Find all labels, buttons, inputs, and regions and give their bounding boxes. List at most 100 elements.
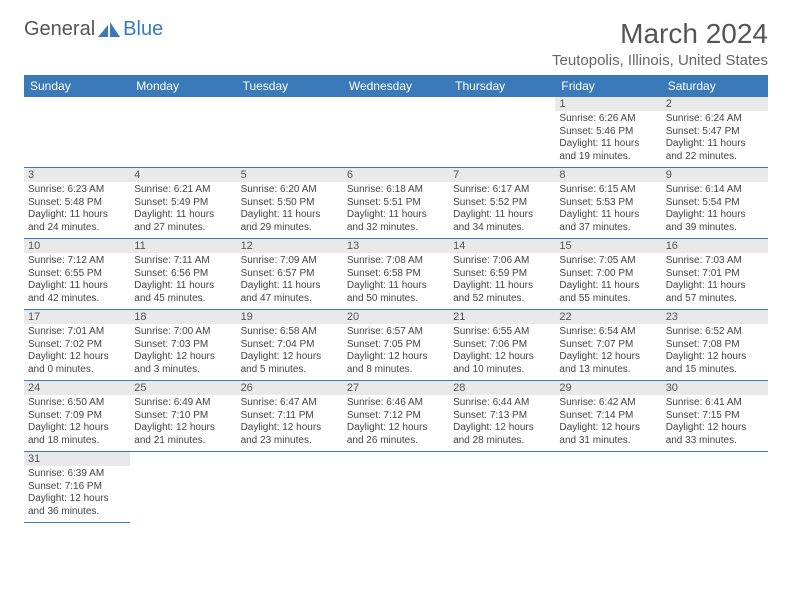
day-number: 27 bbox=[343, 381, 449, 395]
day-sunrise: Sunrise: 6:42 AM bbox=[559, 397, 657, 410]
day-body: Sunrise: 6:23 AMSunset: 5:48 PMDaylight:… bbox=[24, 182, 130, 238]
day-daylight: Daylight: 12 hours and 5 minutes. bbox=[241, 351, 339, 376]
calendar-cell: 14Sunrise: 7:06 AMSunset: 6:59 PMDayligh… bbox=[449, 239, 555, 310]
day-sunset: Sunset: 7:05 PM bbox=[347, 339, 445, 352]
calendar-cell: 17Sunrise: 7:01 AMSunset: 7:02 PMDayligh… bbox=[24, 310, 130, 381]
day-daylight: Daylight: 11 hours and 47 minutes. bbox=[241, 280, 339, 305]
day-sunset: Sunset: 7:06 PM bbox=[453, 339, 551, 352]
calendar-cell: 21Sunrise: 6:55 AMSunset: 7:06 PMDayligh… bbox=[449, 310, 555, 381]
day-daylight: Daylight: 11 hours and 34 minutes. bbox=[453, 209, 551, 234]
day-body: Sunrise: 6:24 AMSunset: 5:47 PMDaylight:… bbox=[662, 111, 768, 167]
day-number: 16 bbox=[662, 239, 768, 253]
day-sunrise: Sunrise: 7:01 AM bbox=[28, 326, 126, 339]
weekday-header: Wednesday bbox=[343, 75, 449, 97]
day-body: Sunrise: 6:20 AMSunset: 5:50 PMDaylight:… bbox=[237, 182, 343, 238]
day-sunset: Sunset: 5:52 PM bbox=[453, 197, 551, 210]
weekday-header: Thursday bbox=[449, 75, 555, 97]
day-number: 30 bbox=[662, 381, 768, 395]
calendar-cell: 4Sunrise: 6:21 AMSunset: 5:49 PMDaylight… bbox=[130, 168, 236, 239]
day-number: 18 bbox=[130, 310, 236, 324]
weekday-header: Friday bbox=[555, 75, 661, 97]
day-sunset: Sunset: 7:03 PM bbox=[134, 339, 232, 352]
day-body: Sunrise: 6:57 AMSunset: 7:05 PMDaylight:… bbox=[343, 324, 449, 380]
day-sunset: Sunset: 5:53 PM bbox=[559, 197, 657, 210]
day-body: Sunrise: 7:00 AMSunset: 7:03 PMDaylight:… bbox=[130, 324, 236, 380]
day-body: Sunrise: 6:54 AMSunset: 7:07 PMDaylight:… bbox=[555, 324, 661, 380]
day-sunset: Sunset: 7:01 PM bbox=[666, 268, 764, 281]
day-sunset: Sunset: 6:55 PM bbox=[28, 268, 126, 281]
day-number: 17 bbox=[24, 310, 130, 324]
day-sunset: Sunset: 7:10 PM bbox=[134, 410, 232, 423]
day-number: 7 bbox=[449, 168, 555, 182]
day-daylight: Daylight: 12 hours and 18 minutes. bbox=[28, 422, 126, 447]
day-daylight: Daylight: 12 hours and 15 minutes. bbox=[666, 351, 764, 376]
day-sunset: Sunset: 7:08 PM bbox=[666, 339, 764, 352]
calendar-cell: 6Sunrise: 6:18 AMSunset: 5:51 PMDaylight… bbox=[343, 168, 449, 239]
calendar-cell bbox=[449, 452, 555, 523]
day-sunset: Sunset: 5:51 PM bbox=[347, 197, 445, 210]
day-sunset: Sunset: 7:07 PM bbox=[559, 339, 657, 352]
day-body: Sunrise: 6:47 AMSunset: 7:11 PMDaylight:… bbox=[237, 395, 343, 451]
day-daylight: Daylight: 11 hours and 52 minutes. bbox=[453, 280, 551, 305]
day-sunset: Sunset: 7:11 PM bbox=[241, 410, 339, 423]
day-daylight: Daylight: 12 hours and 13 minutes. bbox=[559, 351, 657, 376]
day-sunrise: Sunrise: 6:41 AM bbox=[666, 397, 764, 410]
day-sunset: Sunset: 5:54 PM bbox=[666, 197, 764, 210]
day-number: 15 bbox=[555, 239, 661, 253]
day-body: Sunrise: 7:03 AMSunset: 7:01 PMDaylight:… bbox=[662, 253, 768, 309]
day-sunrise: Sunrise: 6:55 AM bbox=[453, 326, 551, 339]
day-number: 20 bbox=[343, 310, 449, 324]
calendar-cell: 9Sunrise: 6:14 AMSunset: 5:54 PMDaylight… bbox=[662, 168, 768, 239]
calendar-cell bbox=[343, 452, 449, 523]
calendar-cell: 23Sunrise: 6:52 AMSunset: 7:08 PMDayligh… bbox=[662, 310, 768, 381]
calendar-cell: 11Sunrise: 7:11 AMSunset: 6:56 PMDayligh… bbox=[130, 239, 236, 310]
calendar-cell: 19Sunrise: 6:58 AMSunset: 7:04 PMDayligh… bbox=[237, 310, 343, 381]
day-sunrise: Sunrise: 7:11 AM bbox=[134, 255, 232, 268]
calendar-cell: 27Sunrise: 6:46 AMSunset: 7:12 PMDayligh… bbox=[343, 381, 449, 452]
day-sunrise: Sunrise: 7:09 AM bbox=[241, 255, 339, 268]
day-number: 5 bbox=[237, 168, 343, 182]
calendar-cell: 13Sunrise: 7:08 AMSunset: 6:58 PMDayligh… bbox=[343, 239, 449, 310]
day-sunrise: Sunrise: 6:49 AM bbox=[134, 397, 232, 410]
day-daylight: Daylight: 11 hours and 22 minutes. bbox=[666, 138, 764, 163]
day-daylight: Daylight: 11 hours and 24 minutes. bbox=[28, 209, 126, 234]
day-body: Sunrise: 6:15 AMSunset: 5:53 PMDaylight:… bbox=[555, 182, 661, 238]
day-sunrise: Sunrise: 6:57 AM bbox=[347, 326, 445, 339]
day-daylight: Daylight: 11 hours and 19 minutes. bbox=[559, 138, 657, 163]
day-sunset: Sunset: 6:58 PM bbox=[347, 268, 445, 281]
day-sunrise: Sunrise: 6:58 AM bbox=[241, 326, 339, 339]
day-daylight: Daylight: 11 hours and 50 minutes. bbox=[347, 280, 445, 305]
day-number: 24 bbox=[24, 381, 130, 395]
calendar-cell: 25Sunrise: 6:49 AMSunset: 7:10 PMDayligh… bbox=[130, 381, 236, 452]
day-number: 21 bbox=[449, 310, 555, 324]
day-number: 4 bbox=[130, 168, 236, 182]
day-sunrise: Sunrise: 6:15 AM bbox=[559, 184, 657, 197]
location-label: Teutopolis, Illinois, United States bbox=[552, 52, 768, 69]
calendar-row: 31Sunrise: 6:39 AMSunset: 7:16 PMDayligh… bbox=[24, 452, 768, 523]
calendar-cell: 15Sunrise: 7:05 AMSunset: 7:00 PMDayligh… bbox=[555, 239, 661, 310]
day-body: Sunrise: 6:39 AMSunset: 7:16 PMDaylight:… bbox=[24, 466, 130, 522]
day-body: Sunrise: 6:17 AMSunset: 5:52 PMDaylight:… bbox=[449, 182, 555, 238]
day-sunrise: Sunrise: 6:46 AM bbox=[347, 397, 445, 410]
day-sunset: Sunset: 7:16 PM bbox=[28, 481, 126, 494]
calendar-cell bbox=[449, 97, 555, 168]
day-daylight: Daylight: 12 hours and 31 minutes. bbox=[559, 422, 657, 447]
day-number: 10 bbox=[24, 239, 130, 253]
day-number: 31 bbox=[24, 452, 130, 466]
calendar-cell bbox=[130, 97, 236, 168]
header-right: March 2024 Teutopolis, Illinois, United … bbox=[552, 18, 768, 69]
day-sunset: Sunset: 6:57 PM bbox=[241, 268, 339, 281]
logo-text-blue: Blue bbox=[123, 18, 163, 41]
day-sunrise: Sunrise: 6:50 AM bbox=[28, 397, 126, 410]
day-body: Sunrise: 7:12 AMSunset: 6:55 PMDaylight:… bbox=[24, 253, 130, 309]
day-sunrise: Sunrise: 6:24 AM bbox=[666, 113, 764, 126]
weekday-header: Saturday bbox=[662, 75, 768, 97]
calendar-cell: 5Sunrise: 6:20 AMSunset: 5:50 PMDaylight… bbox=[237, 168, 343, 239]
day-body: Sunrise: 7:09 AMSunset: 6:57 PMDaylight:… bbox=[237, 253, 343, 309]
day-sunrise: Sunrise: 6:14 AM bbox=[666, 184, 764, 197]
day-sunset: Sunset: 5:50 PM bbox=[241, 197, 339, 210]
day-sunset: Sunset: 7:12 PM bbox=[347, 410, 445, 423]
day-sunrise: Sunrise: 7:03 AM bbox=[666, 255, 764, 268]
weekday-header: Tuesday bbox=[237, 75, 343, 97]
calendar-cell bbox=[24, 97, 130, 168]
